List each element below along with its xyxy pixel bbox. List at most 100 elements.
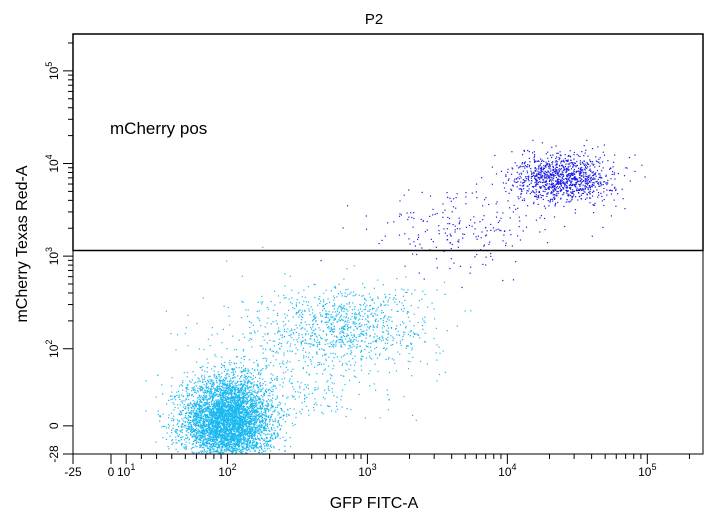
data-point <box>208 404 210 406</box>
data-point <box>171 377 173 379</box>
data-point <box>276 395 278 397</box>
data-point <box>231 427 233 429</box>
data-point <box>220 427 222 429</box>
data-point <box>204 426 206 428</box>
data-point <box>236 387 238 389</box>
data-point <box>231 423 233 425</box>
data-point <box>266 444 268 446</box>
data-point <box>208 424 210 426</box>
data-point <box>250 410 252 412</box>
data-point <box>446 330 448 332</box>
data-point <box>263 450 265 452</box>
data-point <box>219 377 221 379</box>
data-point <box>199 387 201 390</box>
data-point <box>253 419 255 421</box>
data-point <box>235 396 237 398</box>
data-point <box>248 423 250 425</box>
data-point <box>195 432 197 434</box>
data-point <box>202 415 204 418</box>
data-point <box>246 410 248 412</box>
data-point <box>208 449 210 451</box>
data-point <box>231 395 233 397</box>
data-point <box>280 425 283 427</box>
data-point <box>245 448 247 450</box>
data-point <box>229 440 231 442</box>
data-point <box>216 387 218 389</box>
data-point <box>256 427 258 429</box>
data-point <box>195 403 197 405</box>
data-point <box>201 413 203 415</box>
data-point <box>205 386 207 388</box>
data-point <box>230 406 232 408</box>
data-point <box>205 441 207 443</box>
data-point <box>222 380 224 382</box>
data-point <box>285 432 287 434</box>
data-point <box>213 448 215 450</box>
data-point <box>251 436 253 438</box>
data-point <box>201 387 203 389</box>
data-point <box>204 402 206 404</box>
data-point <box>259 388 261 390</box>
data-point <box>233 436 235 438</box>
data-point <box>215 413 217 415</box>
data-point <box>228 418 230 420</box>
data-point <box>244 384 246 386</box>
data-point <box>249 387 251 389</box>
data-point <box>209 430 211 432</box>
data-point <box>203 393 205 395</box>
data-point <box>237 399 239 401</box>
data-point <box>241 372 243 374</box>
data-point <box>223 450 225 452</box>
data-point <box>231 451 233 453</box>
data-point <box>203 424 205 426</box>
data-point <box>215 377 217 379</box>
data-point <box>248 432 250 434</box>
data-point <box>213 435 215 437</box>
data-point <box>227 429 229 431</box>
data-point <box>182 406 185 408</box>
data-point <box>184 400 186 402</box>
data-point <box>230 446 232 448</box>
data-point <box>408 353 410 355</box>
data-point <box>216 412 218 415</box>
data-point <box>284 450 286 452</box>
data-point <box>376 357 379 359</box>
data-point <box>196 436 198 438</box>
data-point <box>236 438 238 440</box>
data-point <box>199 436 201 438</box>
data-point <box>221 397 223 399</box>
data-point <box>214 414 217 416</box>
data-point <box>226 397 228 400</box>
data-point <box>204 395 206 397</box>
data-point <box>241 394 243 396</box>
data-point <box>259 433 261 435</box>
data-point <box>230 440 232 442</box>
data-point <box>223 416 225 418</box>
data-point <box>252 404 254 406</box>
data-point <box>237 394 239 396</box>
data-point <box>273 410 275 413</box>
data-point <box>240 403 242 405</box>
data-point <box>249 381 251 383</box>
data-point <box>270 390 273 393</box>
data-point <box>219 423 221 425</box>
data-point <box>207 408 210 410</box>
data-point <box>195 437 197 439</box>
data-point <box>229 418 232 420</box>
data-point <box>239 399 241 401</box>
data-point <box>214 374 216 376</box>
data-point <box>234 395 236 397</box>
data-point <box>229 421 231 423</box>
data-point <box>282 418 284 420</box>
data-point <box>218 410 220 412</box>
data-point <box>200 435 202 437</box>
data-point <box>251 423 253 425</box>
data-point <box>173 403 175 405</box>
data-point <box>259 407 261 409</box>
data-point <box>253 422 255 424</box>
data-point <box>406 312 408 314</box>
data-point <box>254 396 256 398</box>
data-point <box>266 442 268 444</box>
data-point <box>231 415 233 417</box>
data-point <box>314 296 316 299</box>
